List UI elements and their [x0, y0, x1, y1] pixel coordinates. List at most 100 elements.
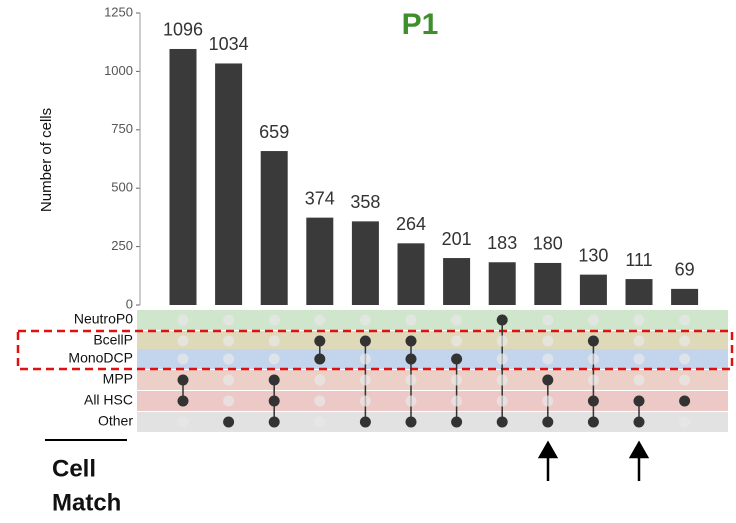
y-tick-label: 1250 [104, 4, 133, 19]
member-dot [405, 353, 417, 365]
value-label: 1034 [209, 34, 249, 54]
empty-dot [679, 335, 691, 347]
empty-dot [451, 335, 463, 347]
bar [215, 63, 243, 306]
member-dot [587, 335, 599, 347]
set-band [137, 349, 728, 369]
value-label: 69 [675, 260, 695, 280]
set-label: MPP [103, 371, 133, 387]
member-dot [405, 335, 417, 347]
empty-dot [679, 374, 691, 386]
set-label: All HSC [84, 392, 133, 408]
empty-dot [268, 353, 280, 365]
empty-dot [177, 416, 189, 428]
bar [306, 217, 334, 305]
empty-dot [359, 374, 371, 386]
empty-dot [587, 314, 599, 326]
set-band [137, 331, 728, 351]
empty-dot [587, 353, 599, 365]
member-dot [542, 416, 554, 428]
member-dot [587, 416, 599, 428]
member-dot [542, 374, 554, 386]
member-dot [314, 353, 326, 365]
member-dot [496, 416, 508, 428]
y-tick-label: 750 [111, 121, 133, 136]
member-dot [314, 335, 326, 347]
empty-dot [223, 335, 235, 347]
empty-dot [679, 353, 691, 365]
empty-dot [314, 416, 326, 428]
annotation: Cell [52, 455, 96, 482]
member-dot [268, 395, 280, 407]
member-dot [359, 416, 371, 428]
y-tick-label: 500 [111, 180, 133, 195]
y-tick-label: 1000 [104, 63, 133, 78]
empty-dot [314, 395, 326, 407]
empty-dot [223, 395, 235, 407]
value-label: 1096 [163, 20, 203, 40]
set-label: Other [98, 413, 133, 429]
highlight-box [16, 329, 734, 371]
empty-dot [451, 314, 463, 326]
value-label: 358 [350, 192, 380, 212]
set-band [137, 412, 728, 432]
member-dot [633, 395, 645, 407]
bar [351, 221, 379, 305]
empty-dot [177, 353, 189, 365]
value-label: 201 [442, 229, 472, 249]
annotation: Match [52, 489, 121, 516]
member-dot [679, 395, 691, 407]
value-label: 374 [305, 188, 335, 208]
set-band [137, 370, 728, 390]
bar [488, 262, 516, 305]
bar [579, 274, 607, 305]
empty-dot [177, 335, 189, 347]
empty-dot [542, 395, 554, 407]
empty-dot [314, 314, 326, 326]
empty-dot [359, 395, 371, 407]
empty-dot [496, 353, 508, 365]
empty-dot [359, 314, 371, 326]
empty-dot [542, 353, 554, 365]
empty-dot [633, 314, 645, 326]
empty-dot [268, 314, 280, 326]
empty-dot [405, 395, 417, 407]
empty-dot [679, 416, 691, 428]
member-dot [177, 374, 189, 386]
empty-dot [587, 374, 599, 386]
arrows [537, 440, 650, 481]
empty-dot [405, 374, 417, 386]
empty-dot [177, 314, 189, 326]
empty-dot [633, 353, 645, 365]
bar [169, 48, 197, 306]
set-band [137, 391, 728, 411]
empty-dot [223, 353, 235, 365]
empty-dot [679, 314, 691, 326]
y-axis-label: Number of cells [38, 108, 55, 212]
y-tick-label: 250 [111, 238, 133, 253]
empty-dot [496, 335, 508, 347]
bar [260, 151, 288, 305]
empty-dot [542, 335, 554, 347]
y-tick-label: 0 [126, 296, 133, 311]
member-dot [268, 416, 280, 428]
bar [625, 279, 653, 305]
member-dot [177, 395, 189, 407]
value-label: 264 [396, 214, 426, 234]
value-label: 183 [487, 233, 517, 253]
value-label: 659 [259, 122, 289, 142]
empty-dot [223, 314, 235, 326]
empty-dot [451, 374, 463, 386]
member-dot [223, 416, 235, 428]
value-label: 111 [625, 250, 652, 270]
bar [443, 258, 471, 305]
member-dot [587, 395, 599, 407]
bar [671, 288, 699, 305]
empty-dot [451, 395, 463, 407]
member-dot [633, 416, 645, 428]
member-dot [451, 353, 463, 365]
set-label: BcellP [93, 332, 133, 348]
empty-dot [633, 335, 645, 347]
empty-dot [314, 374, 326, 386]
